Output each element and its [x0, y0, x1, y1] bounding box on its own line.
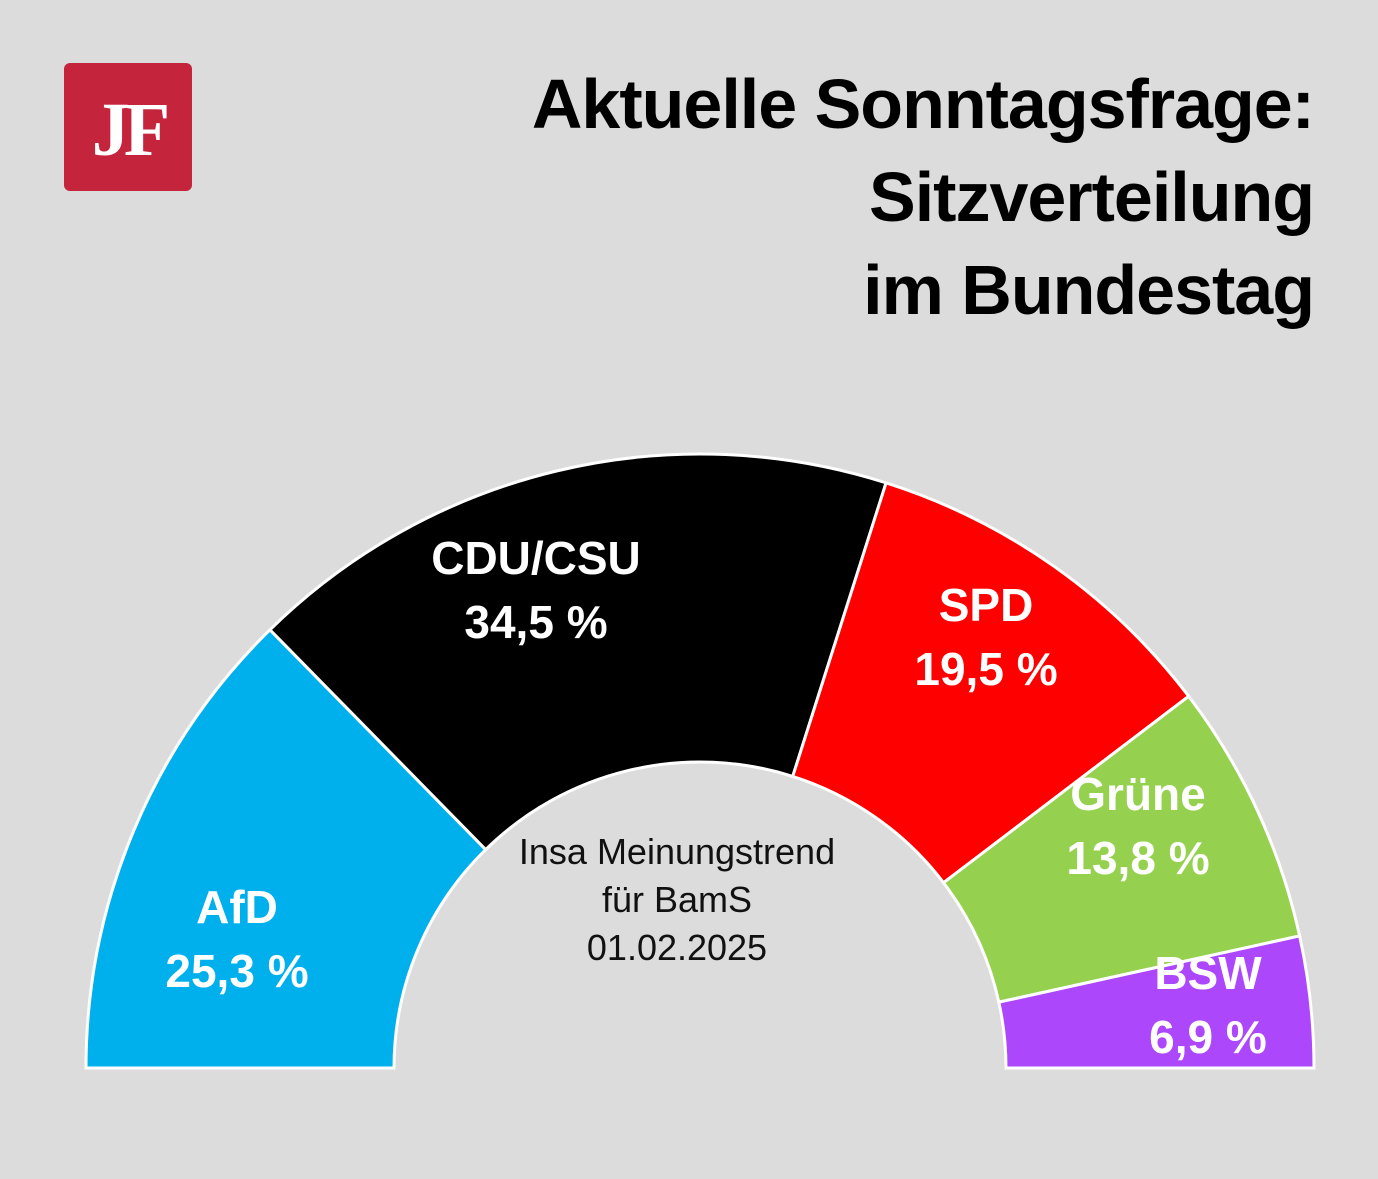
segment-cducsu — [267, 452, 888, 852]
logo-text: JF — [91, 87, 170, 172]
label-gruene: Grüne 13,8 % — [1066, 762, 1209, 890]
label-bsw: BSW 6,9 % — [1149, 941, 1267, 1069]
label-gruene-value: 13,8 % — [1066, 832, 1210, 884]
source-note: Insa Meinungstrend für BamS 01.02.2025 — [519, 828, 835, 972]
chart-title: Aktuelle Sonntagsfrage: Sitzverteilung i… — [531, 58, 1315, 337]
label-spd: SPD 19,5 % — [914, 573, 1057, 701]
segment-bsw — [997, 934, 1316, 1070]
label-spd-name: SPD — [938, 579, 1034, 631]
source-line-3: 01.02.2025 — [586, 927, 768, 968]
title-line-3: im Bundestag — [863, 251, 1315, 329]
jf-logo: JF — [64, 63, 192, 191]
label-bsw-name: BSW — [1154, 947, 1262, 999]
segment-spd — [790, 480, 1191, 885]
segment-afd — [84, 627, 488, 1070]
label-afd-value: 25,3 % — [165, 945, 309, 997]
label-cdu: CDU/CSU 34,5 % — [431, 526, 641, 654]
source-line-2: für BamS — [601, 879, 753, 920]
title-line-1: Aktuelle Sonntagsfrage: — [531, 65, 1315, 143]
label-bsw-value: 6,9 % — [1149, 1011, 1267, 1063]
label-cdu-value: 34,5 % — [464, 596, 608, 648]
source-line-1: Insa Meinungstrend — [518, 831, 836, 872]
label-afd-name: AfD — [196, 881, 278, 933]
label-cdu-name: CDU/CSU — [431, 532, 641, 584]
title-line-2: Sitzverteilung — [869, 158, 1315, 236]
label-afd: AfD 25,3 % — [165, 875, 308, 1003]
label-spd-value: 19,5 % — [914, 643, 1058, 695]
label-gruene-name: Grüne — [1070, 768, 1206, 820]
